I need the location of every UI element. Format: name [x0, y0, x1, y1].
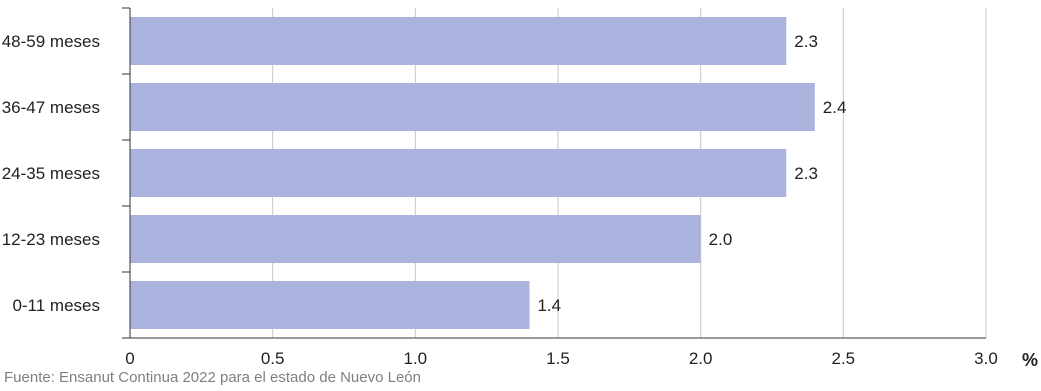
- x-axis-unit-label: %: [1022, 350, 1038, 370]
- x-tick-label: 1.0: [404, 349, 428, 368]
- category-label: 24-35 meses: [2, 164, 100, 183]
- data-label: 2.0: [709, 230, 733, 249]
- data-label: 2.4: [823, 98, 847, 117]
- x-tick-label: 2.0: [689, 349, 713, 368]
- bar: [130, 281, 530, 329]
- category-label: 36-47 meses: [2, 98, 100, 117]
- bar: [130, 17, 787, 65]
- category-label: 12-23 meses: [2, 230, 100, 249]
- bar: [130, 83, 815, 131]
- axes: [122, 7, 986, 339]
- bar: [130, 149, 787, 197]
- x-tick-label: 0: [125, 349, 134, 368]
- bar: [130, 215, 701, 263]
- bars: [130, 17, 815, 329]
- data-label: 2.3: [794, 164, 818, 183]
- labels: 0 0.5 1.0 1.5 2.0 2.5 3.0 48-59 meses 2.3 36-47 m…: [2, 32, 998, 368]
- data-label: 2.3: [794, 32, 818, 51]
- x-tick-label: 1.5: [546, 349, 570, 368]
- x-tick-label: 2.5: [832, 349, 856, 368]
- category-label: 48-59 meses: [2, 32, 100, 51]
- x-tick-label: 3.0: [974, 349, 998, 368]
- data-label: 1.4: [537, 296, 561, 315]
- category-label: 0-11 meses: [12, 296, 100, 315]
- x-tick-label: 0.5: [261, 349, 285, 368]
- source-note: Fuente: Ensanut Continua 2022 para el es…: [4, 369, 421, 386]
